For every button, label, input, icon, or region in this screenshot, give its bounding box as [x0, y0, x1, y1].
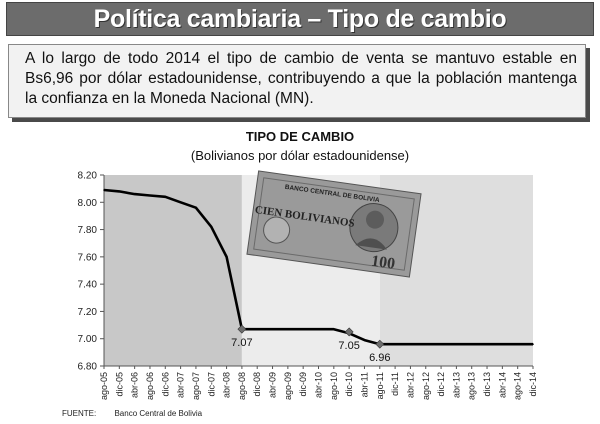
annotation-label: 6.96: [369, 352, 390, 364]
data-point: [317, 328, 320, 330]
x-tick-label: abr-09: [268, 372, 278, 398]
data-point: [103, 189, 105, 191]
data-point: [470, 343, 473, 345]
intro-box: A lo largo de todo 2014 el tipo de cambi…: [8, 44, 586, 118]
portrait-shoulders: [355, 238, 387, 250]
x-tick-label: dic-08: [252, 372, 262, 397]
x-tick-label: dic-11: [390, 372, 400, 396]
banknote-border: [253, 177, 415, 271]
y-tick-label: 6.80: [78, 362, 98, 373]
x-tick-label: ago-05: [99, 372, 109, 400]
y-tick-label: 7.20: [78, 307, 98, 318]
x-tick-label: dic-07: [206, 372, 216, 397]
data-point: [409, 343, 412, 345]
y-tick-label: 7.00: [78, 334, 98, 345]
x-tick-label: ago-08: [237, 372, 247, 400]
data-point: [287, 328, 289, 330]
x-tick-label: dic-13: [482, 372, 492, 397]
x-tick-label: abr-14: [497, 372, 507, 398]
y-tick-label: 7.40: [78, 280, 98, 291]
x-tick-label: ago-13: [467, 372, 477, 400]
x-tick-label: abr-08: [222, 372, 232, 398]
data-point: [455, 343, 458, 345]
banknote-seal: [263, 216, 291, 244]
data-point: [501, 343, 504, 345]
x-tick-label: ago-07: [191, 372, 201, 400]
x-tick-label: abr-10: [314, 372, 324, 398]
chart-title: TIPO DE CAMBIO: [246, 129, 354, 144]
x-tick-label: ago-10: [329, 372, 339, 400]
banknote-numeral: 100: [370, 253, 396, 273]
data-point: [149, 194, 151, 197]
data-point: [486, 343, 488, 345]
annotation-marker: [237, 324, 247, 334]
page-title: Política cambiaria – Tipo de cambio: [93, 4, 507, 33]
title-banner: Política cambiaria – Tipo de cambio: [6, 2, 594, 36]
x-tick-label: abr-11: [359, 372, 369, 397]
chart-subtitle: (Bolivianos por dólar estadounidense): [191, 148, 409, 163]
source-text: Banco Central de Bolivia: [114, 409, 203, 418]
y-tick-label: 8.00: [78, 198, 98, 209]
x-tick-label: dic-10: [344, 372, 354, 397]
data-point: [532, 343, 534, 345]
data-point: [271, 328, 274, 330]
data-point: [118, 190, 121, 193]
data-point: [164, 196, 167, 198]
x-tick-label: ago-12: [421, 372, 431, 400]
shaded-region-1: [104, 175, 242, 366]
x-tick-label: ago-09: [283, 372, 293, 400]
data-point: [394, 343, 396, 345]
intro-text: A lo largo de todo 2014 el tipo de cambi…: [25, 50, 577, 107]
data-point: [302, 328, 304, 330]
data-point: [424, 343, 427, 345]
data-point: [225, 256, 228, 258]
x-tick-label: abr-06: [130, 372, 140, 398]
data-point: [210, 226, 213, 228]
data-point: [256, 328, 259, 330]
data-point: [516, 343, 519, 345]
annotation-marker: [375, 339, 385, 349]
x-tick-label: dic-05: [114, 372, 124, 397]
data-point: [363, 339, 366, 341]
x-tick-label: abr-12: [405, 372, 415, 398]
banknote-image: BANCO CENTRAL DE BOLIVIA CIEN BOLIVIANOS…: [246, 170, 422, 278]
x-tick-label: abr-07: [176, 372, 186, 398]
x-tick-label: dic-14: [528, 372, 538, 397]
y-tick-label: 7.80: [78, 225, 98, 236]
annotation-marker: [344, 327, 354, 337]
data-point: [133, 193, 136, 195]
annotation-label: 7.07: [231, 337, 252, 349]
x-tick-label: dic-06: [160, 372, 170, 397]
x-tick-label: ago-11: [375, 372, 385, 399]
data-point: [440, 343, 442, 345]
x-tick-label: ago-06: [145, 372, 155, 400]
data-point: [179, 201, 182, 204]
data-point: [195, 206, 197, 209]
source-label: FUENTE:: [62, 409, 97, 418]
y-tick-label: 8.20: [78, 171, 98, 182]
y-tick-label: 7.60: [78, 252, 98, 263]
data-point: [333, 328, 335, 330]
x-tick-label: abr-13: [451, 372, 461, 398]
x-tick-label: ago-14: [513, 372, 523, 400]
annotation-label: 7.05: [338, 340, 359, 352]
x-tick-label: dic-09: [298, 372, 308, 397]
source-note: FUENTE: Banco Central de Bolivia: [62, 409, 202, 418]
exchange-rate-chart: BANCO CENTRAL DE BOLIVIA CIEN BOLIVIANOS…: [78, 129, 538, 400]
x-tick-label: dic-12: [436, 372, 446, 397]
portrait-head: [366, 210, 385, 229]
